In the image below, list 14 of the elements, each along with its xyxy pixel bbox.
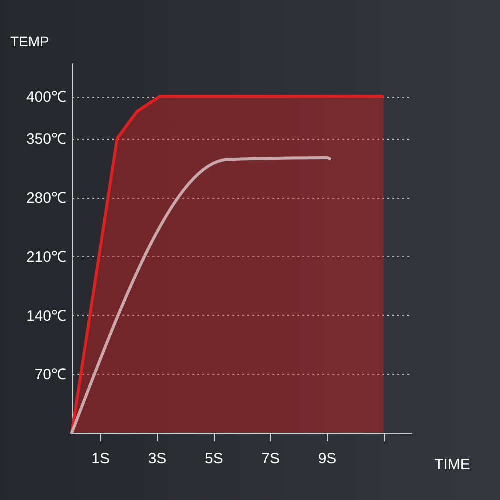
y-tick-label: 280℃: [26, 190, 66, 208]
y-tick-label: 210℃: [26, 248, 66, 266]
x-tick-label: 7S: [262, 450, 280, 468]
y-tick-label: 400℃: [26, 89, 66, 106]
x-tick-label: 9S: [318, 450, 337, 468]
y-tick-label: 140℃: [26, 308, 66, 325]
y-tick-label: 350℃: [26, 131, 66, 148]
x-tick-label: 3S: [148, 450, 167, 468]
x-tick-label: 1S: [92, 450, 110, 468]
x-axis-title: TIME: [434, 456, 470, 474]
y-axis-title: TEMP: [10, 34, 50, 50]
y-tick-label: 70℃: [34, 366, 66, 384]
line-series: [70, 156, 332, 434]
x-tick-label: 5S: [204, 450, 224, 468]
